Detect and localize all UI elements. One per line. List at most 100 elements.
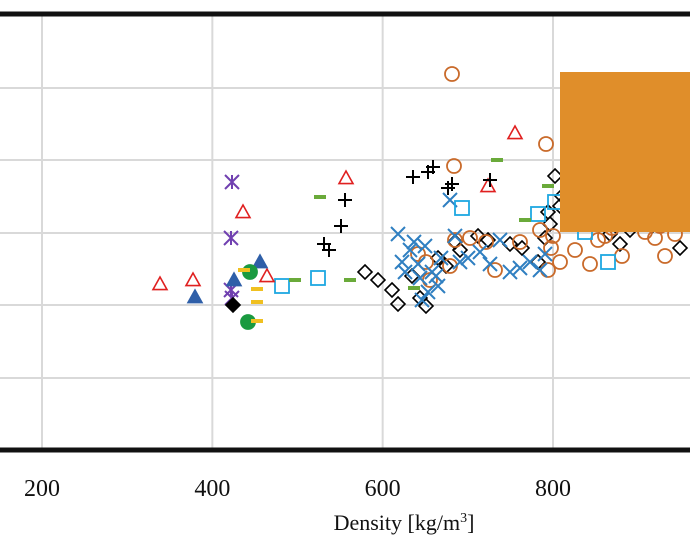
data-point-dash	[408, 286, 420, 290]
data-point-cross	[502, 264, 518, 280]
data-point-cross	[433, 250, 449, 266]
data-point-cross	[417, 238, 433, 254]
data-point-triangle	[506, 124, 524, 140]
data-point-cross	[410, 256, 426, 272]
data-point-dash	[251, 287, 263, 291]
data-point-plus	[426, 160, 440, 174]
data-point-diamond	[546, 167, 564, 185]
series-dash	[238, 268, 263, 323]
series-plus	[317, 160, 497, 257]
data-point-square	[310, 270, 326, 286]
data-point-circle	[478, 234, 494, 250]
data-point-dash	[519, 218, 531, 222]
data-point-circle	[444, 66, 460, 82]
data-point-square	[600, 254, 616, 270]
data-point-square	[454, 200, 470, 216]
data-point-filled-triangle	[186, 288, 204, 304]
x-tick-label: 400	[194, 476, 230, 502]
data-point-triangle	[479, 177, 497, 193]
data-point-square	[274, 278, 290, 294]
data-point-cross	[406, 234, 422, 250]
data-point-dash	[251, 319, 263, 323]
data-point-dash	[314, 195, 326, 199]
data-point-plus	[322, 243, 336, 257]
data-point-plus	[338, 193, 352, 207]
data-point-dash	[542, 184, 554, 188]
data-point-cross	[512, 260, 528, 276]
data-point-square	[530, 206, 546, 222]
data-point-cross	[537, 246, 553, 262]
data-point-diamond	[501, 235, 519, 253]
data-point-filled-diamond	[224, 296, 242, 314]
data-point-cross	[472, 244, 488, 260]
occluding-box	[560, 72, 690, 232]
x-tick-label: 600	[365, 476, 401, 502]
data-point-circle	[582, 256, 598, 272]
series-dash	[289, 158, 554, 290]
data-point-cross	[482, 256, 498, 272]
data-point-plus	[406, 170, 420, 184]
data-point-cross	[394, 254, 410, 270]
data-point-plus	[334, 219, 348, 233]
data-point-cross	[420, 284, 436, 300]
data-point-circle	[487, 262, 503, 278]
data-point-cross	[397, 264, 413, 280]
data-point-cross	[447, 228, 463, 244]
data-point-circle	[545, 228, 561, 244]
data-point-cross	[402, 242, 418, 258]
data-point-cross	[428, 268, 444, 284]
data-point-plus	[445, 177, 459, 191]
data-point-diamond	[479, 231, 497, 249]
data-point-circle	[532, 222, 548, 238]
data-point-dash	[491, 158, 503, 162]
x-tick-label: 800	[535, 476, 571, 502]
series-filled-diamond	[224, 296, 242, 314]
data-point-cross	[412, 270, 428, 286]
data-point-diamond	[383, 281, 401, 299]
data-point-cross	[492, 232, 508, 248]
data-point-cross	[532, 262, 548, 278]
data-point-cross	[522, 254, 538, 270]
data-point-triangle	[258, 267, 276, 283]
data-point-circle	[446, 158, 462, 174]
data-point-circle	[543, 240, 559, 256]
data-point-circle	[567, 242, 583, 258]
x-axis-title: Density [kg/m3]	[334, 510, 475, 535]
data-point-cross	[460, 250, 476, 266]
data-point-circle	[552, 254, 568, 270]
x-tick-labels: 200 400 600 800	[24, 476, 571, 502]
data-point-asterisk	[224, 174, 240, 190]
data-points	[151, 66, 690, 330]
data-point-dash	[251, 300, 263, 304]
data-point-circle	[657, 248, 673, 264]
data-point-triangle	[184, 271, 202, 287]
data-point-diamond	[417, 297, 435, 315]
data-point-circle	[538, 136, 554, 152]
data-point-filled-triangle	[225, 271, 243, 287]
data-point-circle	[462, 230, 478, 246]
x-tick-label: 200	[24, 476, 60, 502]
series-filled-triangle	[186, 253, 269, 304]
data-point-circle	[447, 232, 463, 248]
data-point-dash	[344, 278, 356, 282]
data-point-asterisk	[223, 230, 239, 246]
data-point-dash	[238, 268, 250, 272]
data-point-diamond	[369, 271, 387, 289]
data-point-dash	[289, 278, 301, 282]
data-point-triangle	[151, 275, 169, 291]
data-point-filled-triangle	[251, 253, 269, 269]
data-point-diamond	[611, 235, 629, 253]
data-point-diamond	[356, 263, 374, 281]
data-point-cross	[390, 226, 406, 242]
data-point-diamond	[437, 257, 455, 275]
data-point-cross	[414, 292, 430, 308]
data-point-triangle	[337, 169, 355, 185]
series-triangle	[151, 124, 524, 291]
data-point-diamond	[389, 295, 407, 313]
data-point-cross	[452, 254, 468, 270]
data-point-plus	[483, 173, 497, 187]
data-point-circle	[512, 234, 528, 250]
data-point-triangle	[234, 203, 252, 219]
data-point-diamond	[671, 239, 689, 257]
